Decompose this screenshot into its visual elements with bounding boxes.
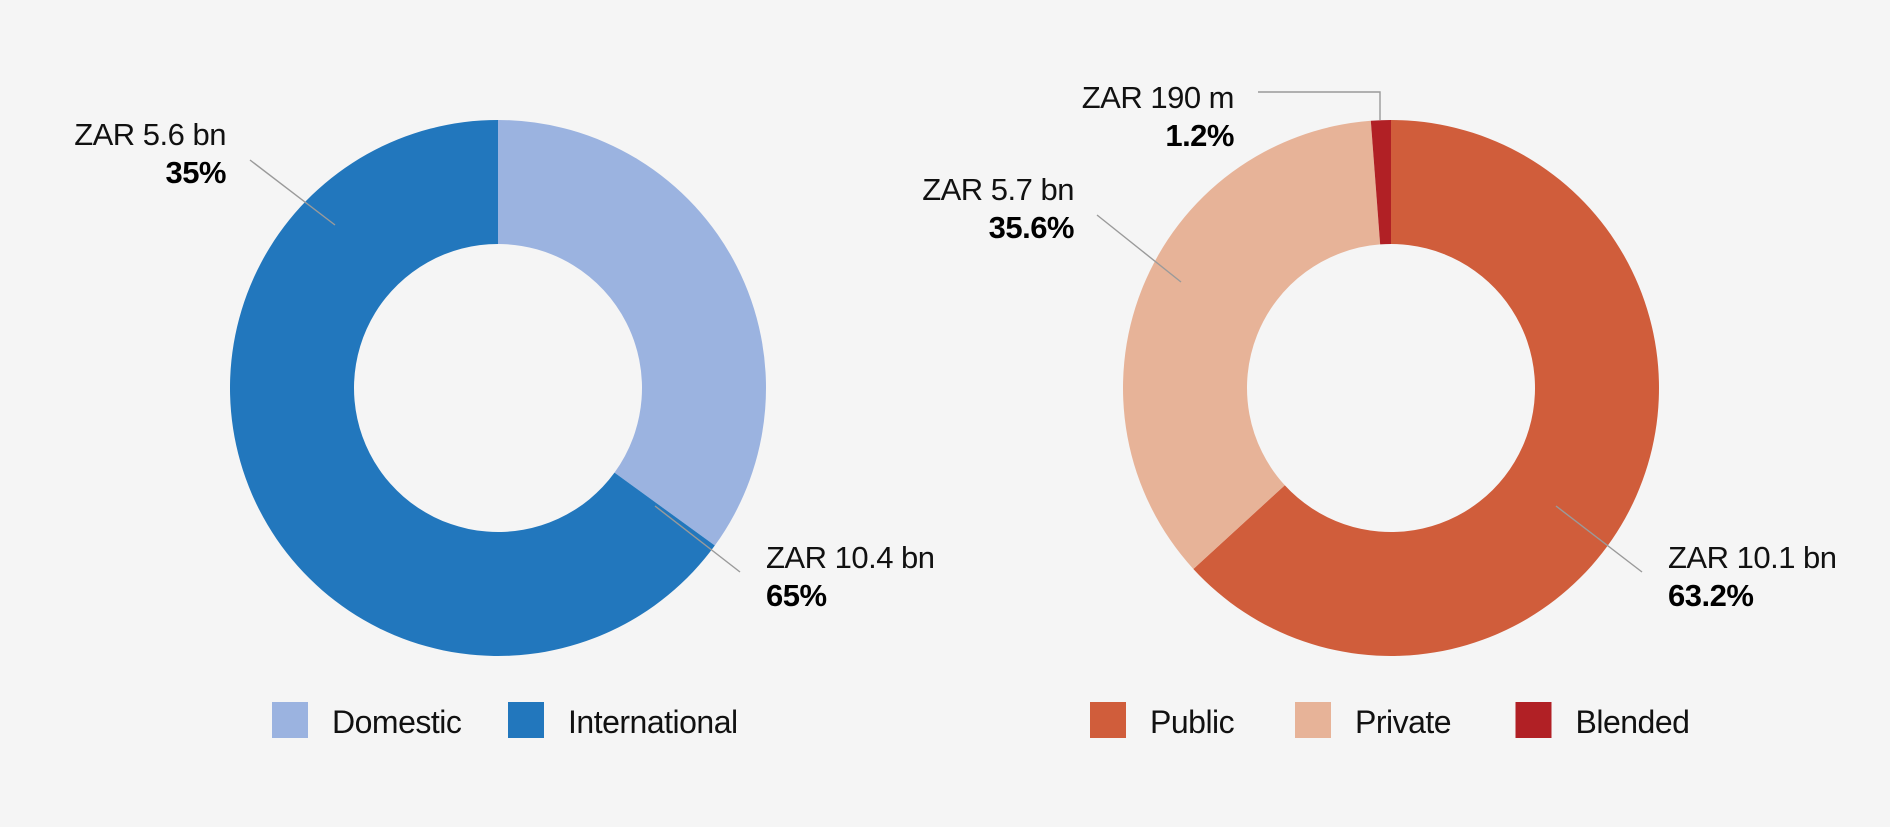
slice-blended <box>1370 120 1391 245</box>
legend-swatch-public <box>1090 702 1126 738</box>
slice-international <box>229 120 715 656</box>
data-label-amount-domestic: ZAR 5.6 bn <box>74 117 226 152</box>
data-label-percent-international: 65% <box>766 578 827 613</box>
data-label-percent-private: 35.6% <box>989 210 1074 245</box>
legend-2: Public Private Blended <box>1090 702 1690 740</box>
legend-swatch-blended <box>1515 702 1552 738</box>
legend-label-blended: Blended <box>1576 704 1690 740</box>
legend-1: Domestic International <box>272 702 738 740</box>
leader-line-domestic <box>249 159 336 226</box>
leader-line-public <box>1555 505 1643 573</box>
slice-domestic <box>498 120 766 546</box>
legend-label-public: Public <box>1150 704 1235 740</box>
leader-line-blended <box>1258 91 1381 120</box>
data-label-amount-public: ZAR 10.1 bn <box>1668 540 1837 575</box>
legend-label-private: Private <box>1355 704 1451 740</box>
data-label-percent-domestic: 35% <box>165 155 226 190</box>
legend-swatch-international <box>508 702 544 738</box>
slice-public <box>1193 120 1659 656</box>
legend-swatch-private <box>1295 702 1331 738</box>
legend-label-international: International <box>568 704 738 740</box>
data-label-amount-private: ZAR 5.7 bn <box>922 172 1074 207</box>
data-label-percent-blended: 1.2% <box>1165 118 1234 153</box>
leader-line-international <box>654 505 741 573</box>
data-label-amount-international: ZAR 10.4 bn <box>766 540 935 575</box>
legend-label-domestic: Domestic <box>332 704 462 740</box>
slice-private <box>1122 120 1381 569</box>
legend-swatch-domestic <box>272 702 308 738</box>
data-label-amount-blended: ZAR 190 m <box>1082 80 1234 115</box>
leader-line-private <box>1096 214 1182 283</box>
data-label-percent-public: 63.2% <box>1668 578 1753 613</box>
